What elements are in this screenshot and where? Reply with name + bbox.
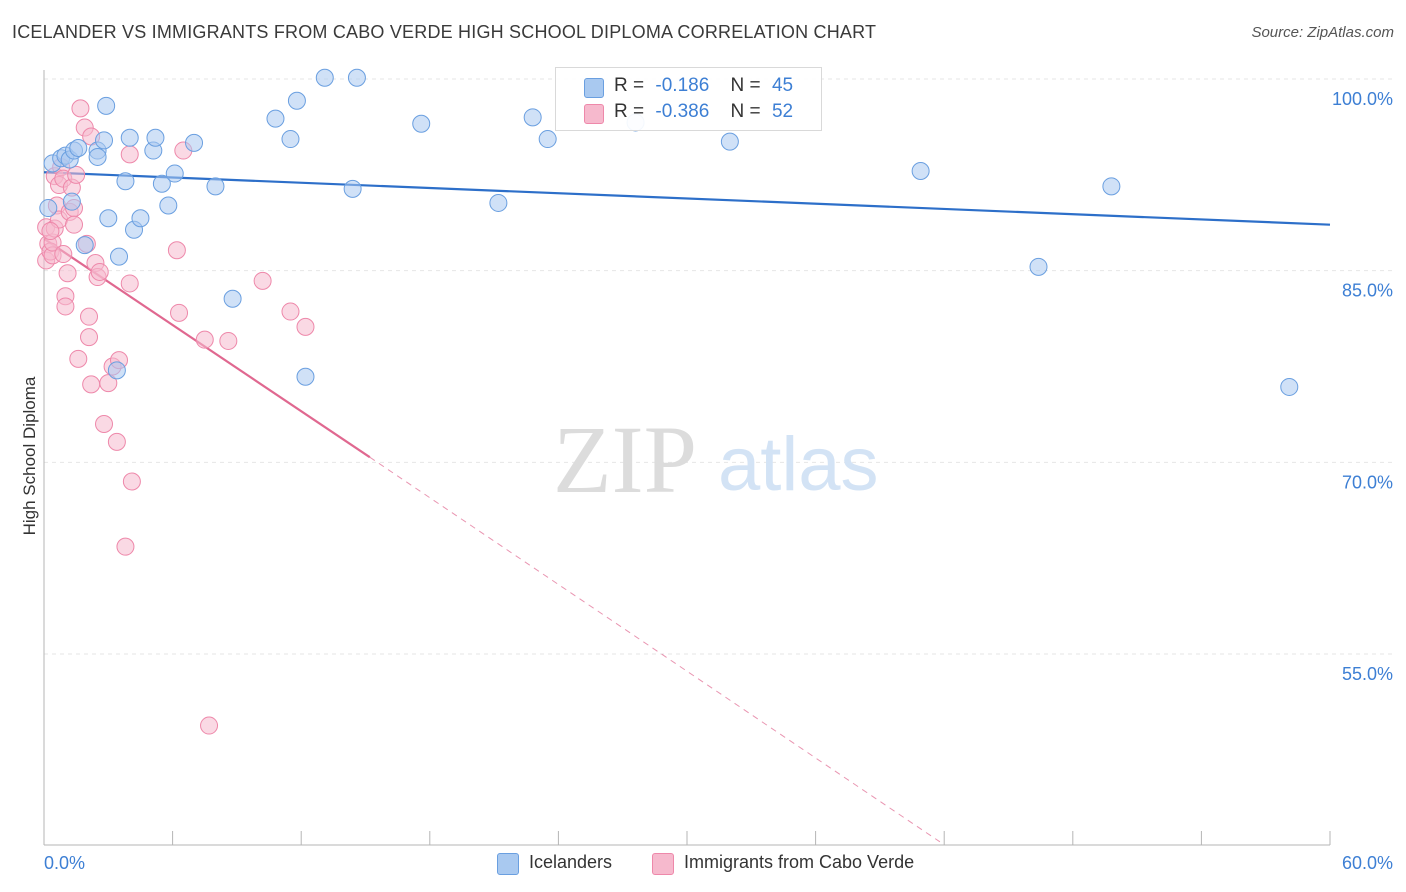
icelander-point[interactable]	[347, 68, 366, 87]
icelander-point[interactable]	[1029, 257, 1048, 276]
icelander-point[interactable]	[223, 289, 242, 308]
cabo-verde-point[interactable]	[54, 245, 73, 264]
cabo-verde-point[interactable]	[253, 271, 272, 290]
icelander-point[interactable]	[88, 147, 107, 166]
icelander-point[interactable]	[146, 128, 165, 147]
icelander-point[interactable]	[116, 172, 135, 191]
icelander-point[interactable]	[69, 139, 88, 157]
y-tick-label: 100.0%	[1332, 89, 1393, 109]
icelander-point[interactable]	[39, 199, 58, 218]
cabo-verde-point[interactable]	[95, 415, 114, 433]
icelander-point[interactable]	[1102, 177, 1121, 196]
cabo-verde-point[interactable]	[71, 99, 90, 118]
pink-swatch-icon	[584, 104, 604, 124]
cabo-verde-point[interactable]	[65, 215, 84, 234]
cabo-verde-point[interactable]	[195, 330, 214, 349]
cabo-verde-point[interactable]	[167, 241, 186, 260]
cabo-verde-point[interactable]	[80, 307, 99, 326]
cabo-verde-point[interactable]	[281, 302, 300, 321]
correlation-legend: R = -0.186 N = 45 R = -0.386 N = 52	[555, 67, 822, 131]
y-tick-label: 70.0%	[1342, 472, 1393, 492]
cabo-verde-point[interactable]	[219, 331, 238, 350]
cabo-verde-point[interactable]	[120, 274, 139, 293]
legend-label: Immigrants from Cabo Verde	[684, 852, 915, 872]
icelander-point[interactable]	[206, 177, 225, 196]
icelander-point[interactable]	[315, 68, 334, 87]
icelander-point[interactable]	[720, 132, 739, 151]
blue-swatch-icon	[497, 853, 519, 875]
r-label: R =	[614, 101, 645, 122]
cabo-verde-point[interactable]	[41, 222, 60, 241]
cabo-verde-point[interactable]	[296, 317, 315, 336]
cabo-verde-point[interactable]	[122, 472, 141, 491]
n-label: N =	[730, 75, 761, 96]
cabo-verde-point[interactable]	[90, 262, 109, 281]
cabo-verde-point[interactable]	[107, 432, 126, 451]
icelander-point[interactable]	[343, 179, 362, 198]
cabo-verde-point[interactable]	[120, 145, 139, 164]
icelander-point[interactable]	[159, 196, 178, 215]
icelander-point[interactable]	[287, 91, 306, 110]
cabo-verde-point[interactable]	[69, 349, 88, 368]
icelander-point[interactable]	[281, 130, 300, 149]
source-label: Source: ZipAtlas.com	[1251, 24, 1394, 41]
cabo-verde-points	[37, 99, 315, 735]
icelander-point[interactable]	[131, 209, 150, 228]
blue-swatch-icon	[584, 78, 604, 98]
chart-title: ICELANDER VS IMMIGRANTS FROM CABO VERDE …	[12, 22, 877, 42]
icelander-point[interactable]	[296, 367, 315, 386]
icelander-point[interactable]	[99, 209, 118, 228]
icelander-point[interactable]	[165, 164, 184, 183]
icelander-point[interactable]	[95, 131, 114, 150]
x-tick-label: 0.0%	[44, 853, 85, 873]
cabo-verde-point[interactable]	[67, 165, 86, 184]
icelander-point[interactable]	[412, 114, 431, 133]
icelander-point[interactable]	[523, 108, 542, 127]
icelander-trend-line	[43, 171, 1331, 226]
icelander-point[interactable]	[75, 236, 94, 255]
icelander-points	[39, 68, 1299, 396]
cabo-verde-point[interactable]	[80, 328, 99, 347]
cabo-verde-point[interactable]	[170, 303, 189, 322]
y-tick-label: 85.0%	[1342, 281, 1393, 301]
cabo-verde-point[interactable]	[200, 716, 219, 735]
icelander-point[interactable]	[185, 133, 204, 152]
icelander-point[interactable]	[120, 128, 139, 147]
legend-label: Icelanders	[529, 852, 613, 872]
cabo-verde-point[interactable]	[99, 374, 118, 393]
cabo-verde-point[interactable]	[58, 264, 77, 283]
axis-ticks: 55.0% 70.0% 85.0% 100.0% 0.0% 60.0%	[44, 89, 1393, 873]
icelander-point[interactable]	[97, 96, 116, 115]
r-value: -0.386	[655, 101, 710, 122]
watermark-atlas: atlas	[718, 422, 879, 507]
icelander-point[interactable]	[911, 162, 930, 180]
icelander-point[interactable]	[110, 247, 129, 266]
y-tick-label: 55.0%	[1342, 664, 1393, 684]
series-legend: Icelanders Immigrants from Cabo Verde	[0, 852, 1406, 878]
icelander-point[interactable]	[62, 192, 81, 211]
r-value: -0.186	[655, 75, 710, 96]
n-label: N =	[730, 101, 761, 122]
x-tick-label: 60.0%	[1342, 853, 1393, 873]
icelander-point[interactable]	[1280, 377, 1299, 396]
icelander-point[interactable]	[266, 109, 285, 128]
pink-swatch-icon	[652, 853, 674, 875]
axes	[43, 70, 1331, 846]
y-axis-label: High School Diploma	[20, 376, 39, 535]
icelander-point[interactable]	[107, 361, 126, 380]
cabo-verde-trend-extension	[369, 456, 941, 843]
icelander-point[interactable]	[489, 193, 508, 212]
n-value: 52	[771, 101, 794, 122]
icelander-point[interactable]	[152, 174, 171, 193]
cabo-verde-point[interactable]	[82, 375, 101, 394]
r-label: R =	[614, 75, 645, 96]
watermark-zip: ZIP	[553, 406, 697, 513]
icelander-point[interactable]	[538, 130, 557, 149]
cabo-verde-point[interactable]	[116, 537, 135, 556]
n-value: 45	[771, 75, 794, 96]
cabo-verde-point[interactable]	[56, 297, 75, 316]
grid-lines	[44, 78, 1393, 655]
